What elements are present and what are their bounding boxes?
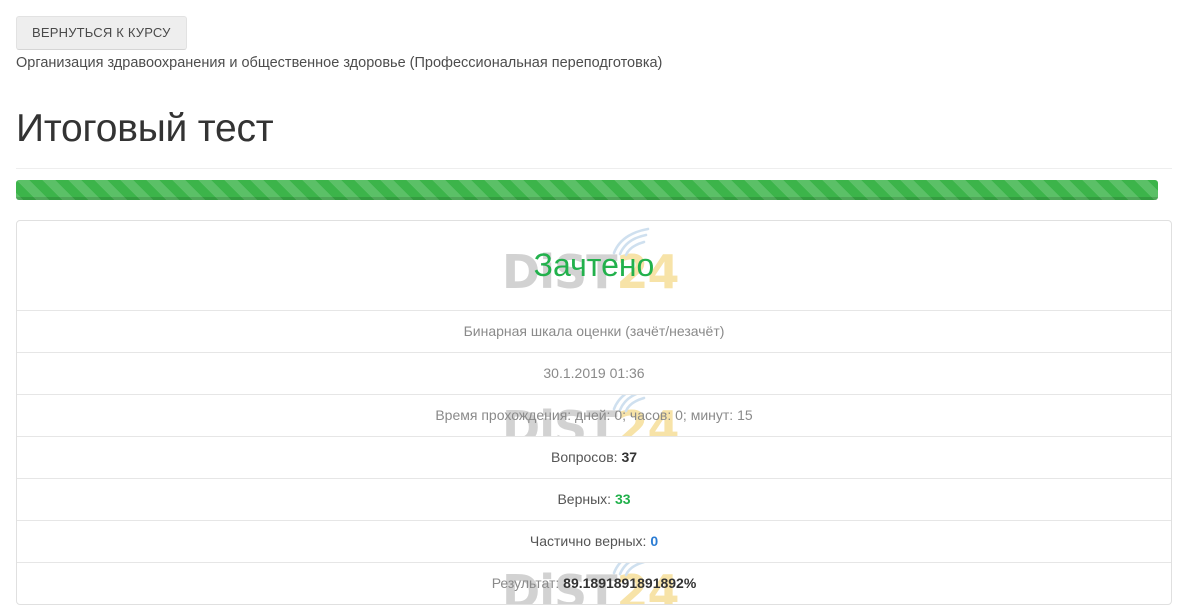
result-row-questions: Вопросов: 37 [17,436,1171,478]
result-row-datetime: 30.1.2019 01:36 [17,352,1171,394]
verdict-text: Зачтено [533,247,655,283]
page-title: Итоговый тест [16,107,274,150]
result-row-partially-correct: Частично верных: 0 [17,520,1171,562]
progress-bar [16,180,1158,200]
back-to-course-button[interactable]: ВЕРНУТЬСЯ К КУРСУ [16,16,187,50]
result-row-verdict: DiST24 Зачтено [17,221,1171,310]
result-row-score: DiST24 Результат: 89.1891891891892% [17,562,1171,604]
partially-correct-label: Частично верных: [529,533,647,549]
attempt-duration: Время прохождения: дней: 0; часов: 0; ми… [435,407,753,423]
correct-label: Верных: [557,491,612,507]
result-row-scale: Бинарная шкала оценки (зачёт/незачёт) [17,310,1171,352]
result-row-correct: Верных: 33 [17,478,1171,520]
questions-label: Вопросов: [550,449,618,465]
result-card: DiST24 Зачтено Бинарная шкала оценки (за… [16,220,1172,605]
partially-correct-value: 0 [650,533,659,549]
score-value: 89.1891891891892% [563,575,697,591]
questions-value: 37 [621,449,638,465]
grading-scale-text: Бинарная шкала оценки (зачёт/незачёт) [463,323,725,339]
result-row-duration: DiST24 Время прохождения: дней: 0; часов… [17,394,1171,436]
progress-bar-fill [16,180,1158,200]
score-label: Результат: [491,575,560,591]
title-divider [16,168,1172,169]
correct-value: 33 [614,491,631,507]
course-name: Организация здравоохранения и общественн… [16,55,663,71]
attempt-datetime: 30.1.2019 01:36 [543,365,645,381]
